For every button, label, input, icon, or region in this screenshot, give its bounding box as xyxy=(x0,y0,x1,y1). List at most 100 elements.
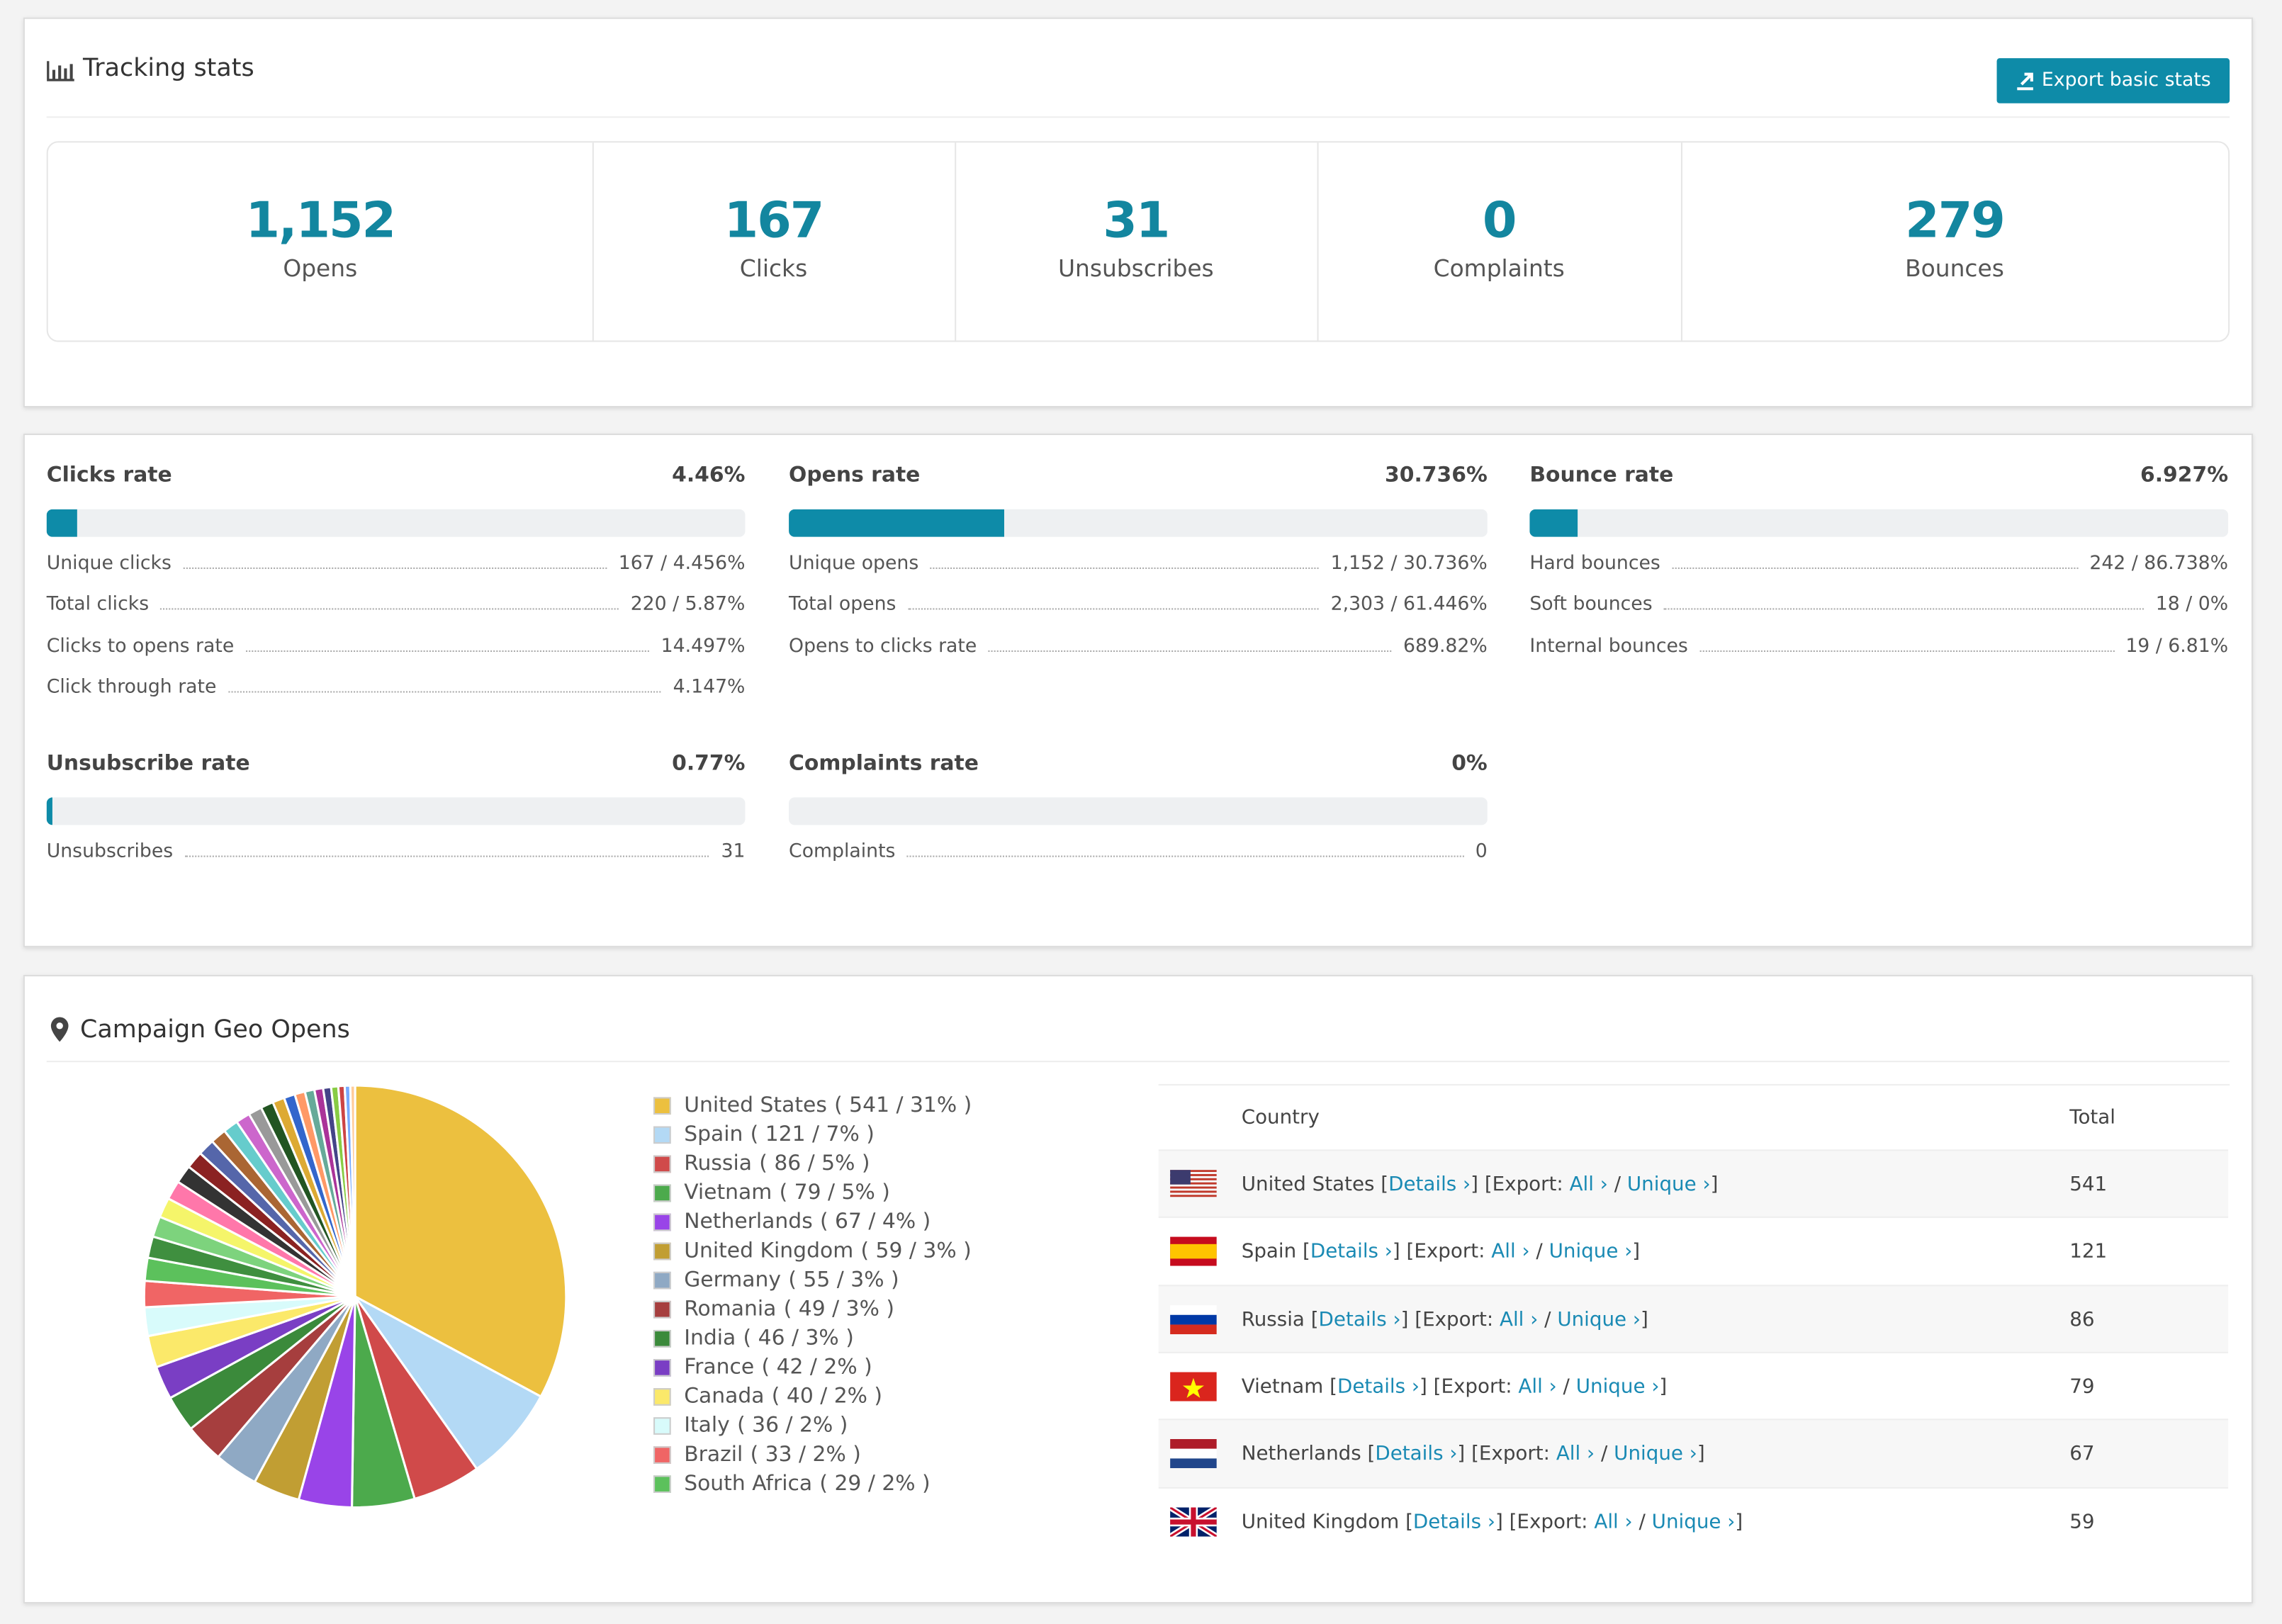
export-all-link[interactable]: All › xyxy=(1569,1173,1608,1197)
legend-name: France xyxy=(684,1355,755,1380)
flag-band xyxy=(1170,1304,1217,1314)
export-label: [Export: xyxy=(1406,1240,1485,1264)
row-label: Opens to clicks rate xyxy=(789,635,977,658)
column-divider xyxy=(592,142,594,341)
table-row: United Kingdom [Details ›] [Export: All … xyxy=(1158,1486,2229,1555)
details-link[interactable]: Details › xyxy=(1318,1307,1401,1331)
legend-name: Brazil xyxy=(684,1443,743,1467)
bracket: ] xyxy=(1710,1173,1719,1197)
legend-swatch xyxy=(653,1300,671,1319)
legend-entry: United States ( 541 / 31% ) xyxy=(653,1091,972,1120)
legend-name: Germany xyxy=(684,1268,782,1292)
export-button[interactable]: Export basic stats xyxy=(1996,58,2230,103)
details-link[interactable]: Details › xyxy=(1375,1442,1458,1466)
leader-dots xyxy=(907,609,1320,611)
rate-header: Unsubscribe rate 0.77% xyxy=(47,752,746,776)
country-cell: Spain [Details ›] [Export: All › / Uniqu… xyxy=(1242,1241,1640,1264)
legend-swatch xyxy=(653,1388,671,1406)
bracket: [ xyxy=(1330,1375,1337,1399)
row-label: Unique opens xyxy=(789,553,919,575)
export-label[interactable]: Export basic stats xyxy=(2041,69,2211,92)
export-unique-link[interactable]: Unique › xyxy=(1626,1173,1711,1197)
total-cell: 59 xyxy=(2069,1509,2095,1533)
separator: / xyxy=(1614,1173,1621,1197)
separator: / xyxy=(1563,1375,1570,1399)
bracket: ] xyxy=(1471,1173,1479,1197)
flag-star xyxy=(1182,1377,1204,1398)
details-link[interactable]: Details › xyxy=(1388,1173,1471,1197)
rate-header: Opens rate 30.736% xyxy=(789,464,1488,487)
country-cell: Netherlands [Details ›] [Export: All › /… xyxy=(1242,1443,1705,1466)
legend-swatch xyxy=(653,1359,671,1377)
export-unique-link[interactable]: Unique › xyxy=(1548,1240,1633,1264)
export-unique-link[interactable]: Unique › xyxy=(1651,1509,1736,1533)
export-unique-link[interactable]: Unique › xyxy=(1575,1375,1660,1399)
section-title: Tracking stats xyxy=(83,53,254,84)
legend-swatch xyxy=(653,1184,671,1202)
row-label: Complaints xyxy=(789,840,896,863)
table-row: Vietnam [Details ›] [Export: All › / Uni… xyxy=(1158,1351,2229,1421)
export-unique-link[interactable]: Unique › xyxy=(1614,1442,1697,1466)
country-name: Spain xyxy=(1241,1240,1297,1264)
row-label: Click through rate xyxy=(46,676,217,699)
row-value: 19 / 6.81% xyxy=(2125,635,2229,658)
rate-title: Clicks rate xyxy=(46,464,172,487)
legend-name: Russia xyxy=(684,1152,752,1176)
legend-name: United Kingdom xyxy=(684,1239,854,1263)
table-row: Spain [Details ›] [Export: All › / Uniqu… xyxy=(1158,1217,2229,1286)
row-value: 14.497% xyxy=(661,635,746,658)
legend-name: United States xyxy=(684,1094,827,1118)
row-label: Internal bounces xyxy=(1529,635,1688,658)
row-value: 689.82% xyxy=(1403,635,1488,658)
bracket: ] xyxy=(1419,1375,1427,1399)
legend-value: ( 121 / 7% ) xyxy=(750,1123,875,1147)
legend-name: Italy xyxy=(684,1414,730,1438)
progress-track xyxy=(789,509,1488,537)
separator: / xyxy=(1544,1307,1551,1331)
flag xyxy=(1170,1304,1217,1334)
country-cell: United States [Details ›] [Export: All ›… xyxy=(1242,1173,1719,1196)
stat-label: Bounces xyxy=(1905,254,2004,283)
stat-row: Hard bounces 242 / 86.738% xyxy=(1529,548,2228,575)
stat-value: 31 xyxy=(1103,192,1170,251)
country-table: Country Total United States [Details ›] [E… xyxy=(1158,1083,2230,1574)
legend-value: ( 55 / 3% ) xyxy=(788,1268,899,1292)
details-link[interactable]: Details › xyxy=(1310,1240,1393,1264)
progress-bar xyxy=(1529,509,1578,537)
export-all-link[interactable]: All › xyxy=(1518,1375,1557,1399)
bracket: ] xyxy=(1659,1375,1668,1399)
row-label: Unsubscribes xyxy=(46,840,174,863)
progress-track xyxy=(789,797,1488,825)
stat-row: Unique clicks 167 / 4.456% xyxy=(47,548,746,575)
flag xyxy=(1170,1506,1217,1536)
stat-value: 1,152 xyxy=(245,192,396,251)
export-all-link[interactable]: All › xyxy=(1594,1509,1633,1533)
geo-card: Campaign Geo Opens United States ( 541 / … xyxy=(23,974,2253,1604)
export-all-link[interactable]: All › xyxy=(1500,1307,1539,1331)
stat-value: 167 xyxy=(724,192,825,251)
stat-label: Complaints xyxy=(1433,254,1565,283)
legend-name: India xyxy=(684,1326,736,1350)
row-value: 31 xyxy=(721,840,746,863)
export-label: [Export: xyxy=(1433,1375,1512,1399)
details-link[interactable]: Details › xyxy=(1412,1509,1495,1533)
legend-swatch xyxy=(653,1329,671,1348)
export-all-link[interactable]: All › xyxy=(1491,1240,1530,1264)
legend-swatch xyxy=(653,1242,671,1261)
progress-bar xyxy=(789,509,1004,537)
pin-icon xyxy=(50,1017,69,1042)
rate-header: Complaints rate 0% xyxy=(789,752,1488,776)
country-cell: Vietnam [Details ›] [Export: All › / Uni… xyxy=(1242,1375,1668,1399)
legend-name: Canada xyxy=(684,1385,765,1409)
details-link[interactable]: Details › xyxy=(1337,1375,1420,1399)
stat-label: Opens xyxy=(283,254,358,283)
row-label: Total opens xyxy=(789,594,896,616)
stat-row: Opens to clicks rate 689.82% xyxy=(789,631,1488,658)
legend-value: ( 29 / 2% ) xyxy=(819,1472,931,1496)
export-all-link[interactable]: All › xyxy=(1556,1442,1595,1466)
leader-dots xyxy=(930,567,1320,569)
flag-stripe xyxy=(1170,1195,1217,1197)
export-unique-link[interactable]: Unique › xyxy=(1557,1307,1641,1331)
